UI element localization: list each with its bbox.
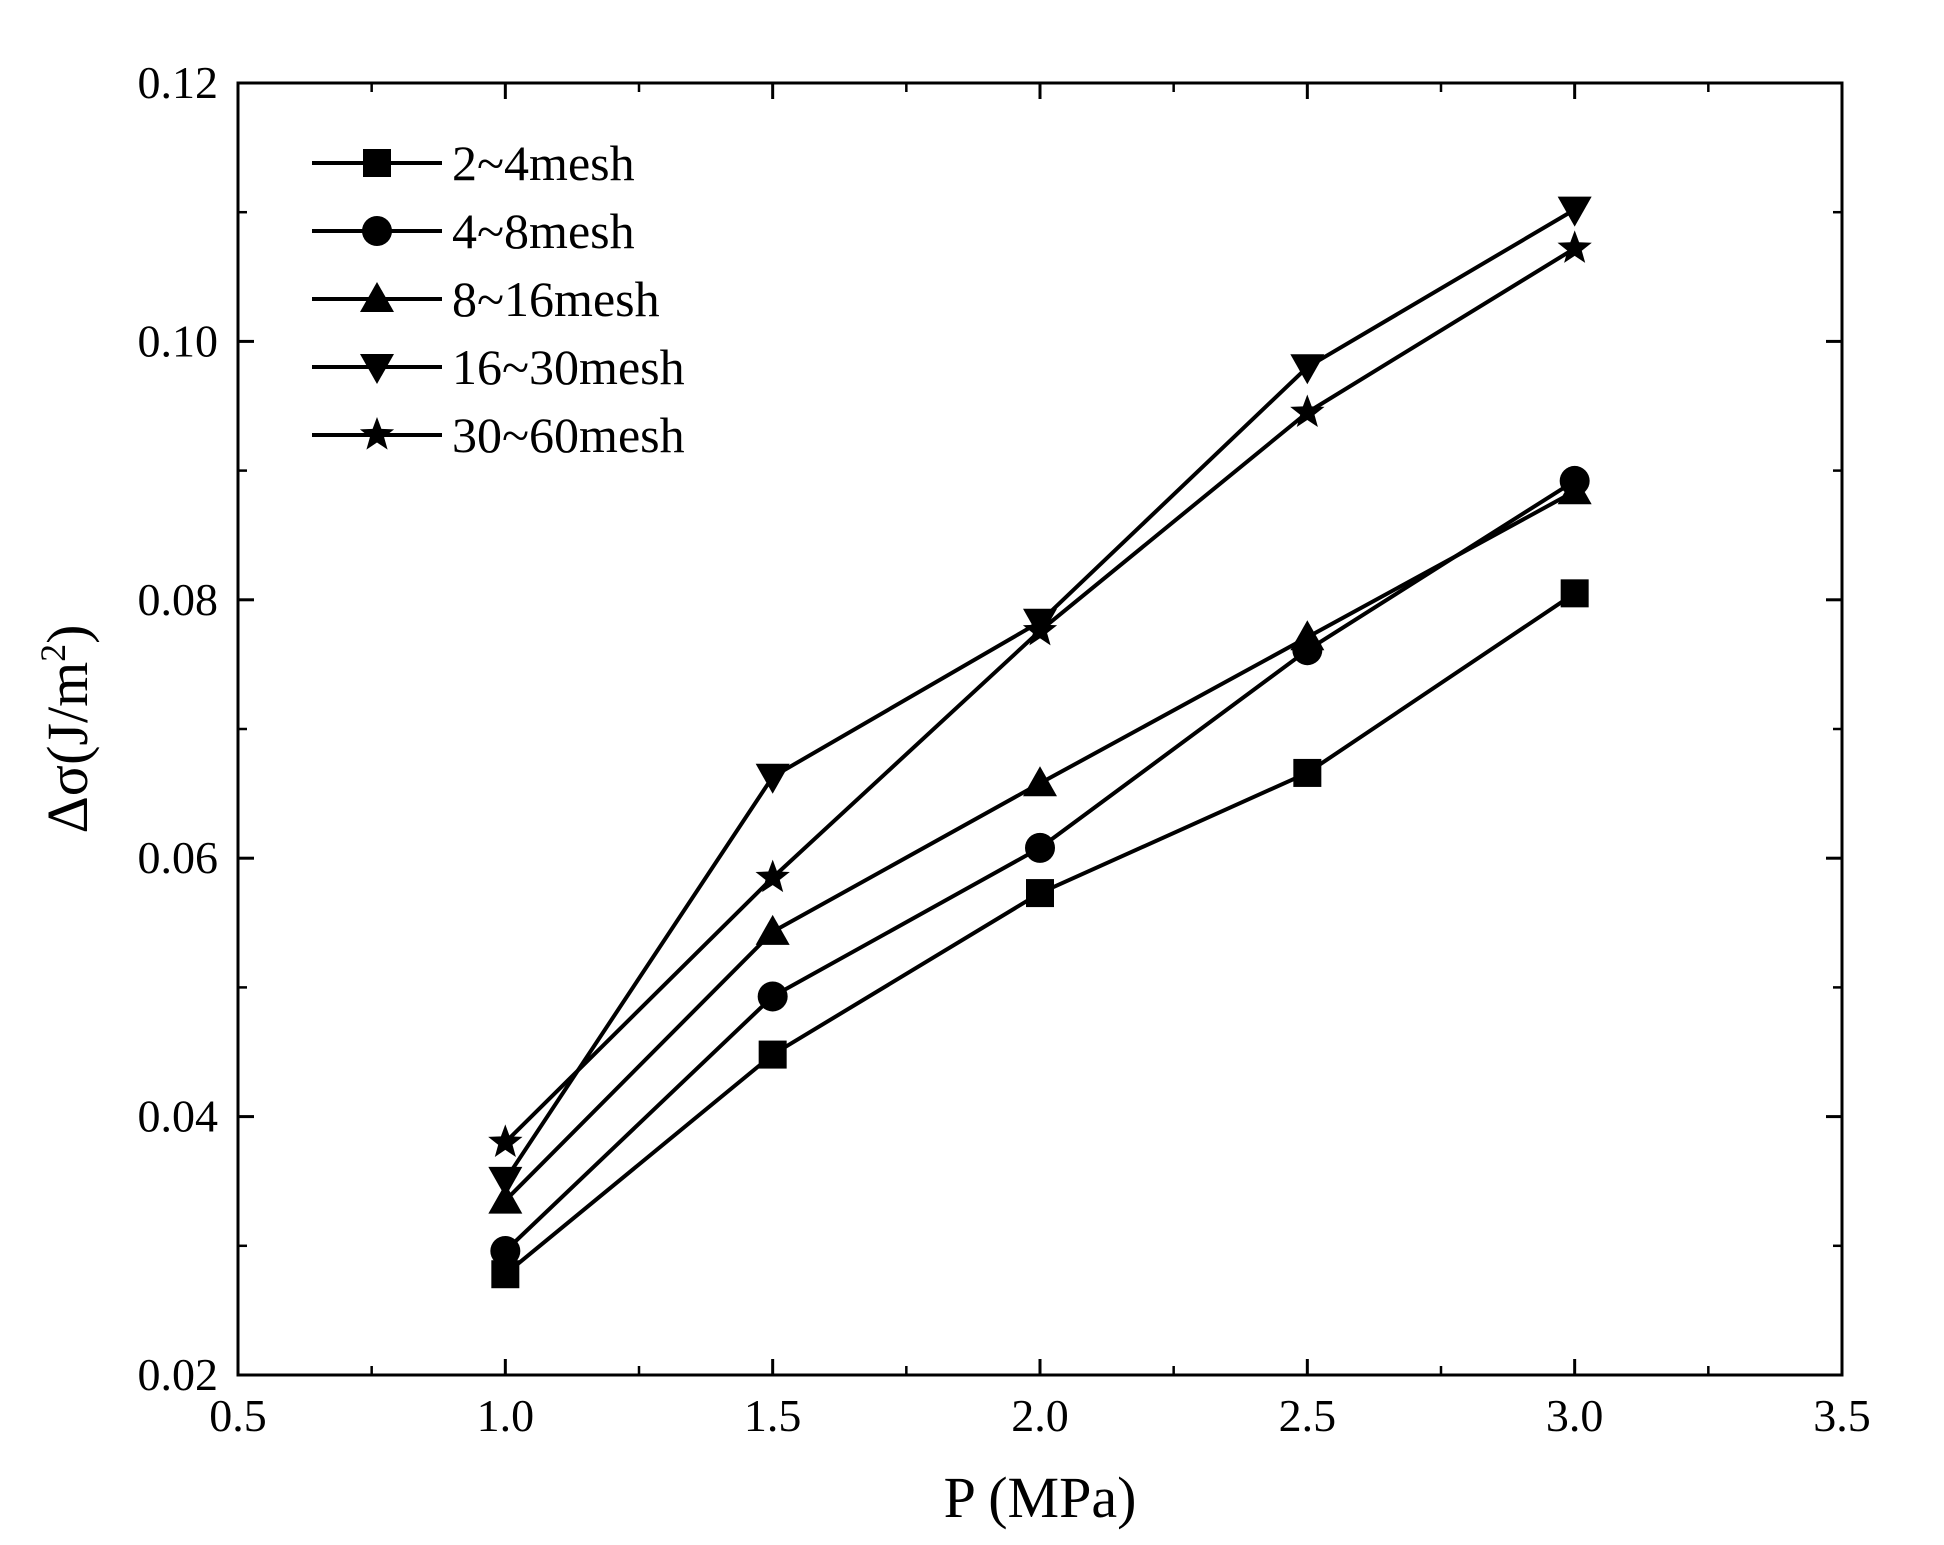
data-point xyxy=(1560,579,1589,608)
data-point xyxy=(1026,879,1054,908)
data-point xyxy=(1290,354,1325,385)
data-point xyxy=(488,1166,523,1197)
data-point xyxy=(1023,766,1057,797)
data-point xyxy=(1557,196,1592,227)
data-point xyxy=(755,914,790,945)
plot-area-frame xyxy=(236,81,1844,1377)
x-axis-title: P (MPa) xyxy=(944,1465,1137,1530)
legend-marker xyxy=(363,149,391,177)
x-tick-label: 2.5 xyxy=(1279,1390,1337,1441)
x-axis: 0.5 1.0 1.5 2.0 2.5 3.0 3.5 xyxy=(209,83,1871,1441)
legend-marker xyxy=(362,216,392,246)
series-8-16mesh xyxy=(488,474,1592,1214)
legend-item: 8~16mesh xyxy=(312,271,660,327)
data-point xyxy=(757,981,788,1012)
legend-item: 30~60mesh xyxy=(312,407,685,463)
data-point xyxy=(1025,832,1055,863)
legend-label: 16~30mesh xyxy=(452,339,685,395)
data-point xyxy=(1022,612,1058,646)
y-axis-title-main: Δσ(J/m xyxy=(35,662,100,834)
data-point xyxy=(755,859,790,893)
y-axis-title: Δσ(J/m2) xyxy=(33,624,100,833)
legend-marker xyxy=(359,417,395,450)
data-point xyxy=(1290,394,1325,427)
x-tick-label: 2.0 xyxy=(1011,1390,1069,1441)
data-point xyxy=(1293,758,1322,787)
data-point xyxy=(490,1235,521,1266)
data-point xyxy=(488,1183,523,1214)
y-tick-label: 0.10 xyxy=(138,315,219,366)
y-tick-label: 0.08 xyxy=(138,574,219,625)
series-2-4mesh xyxy=(491,579,1589,1289)
x-tick-label: 0.5 xyxy=(209,1390,267,1441)
series-30-60mesh xyxy=(488,230,1592,1157)
legend-label: 8~16mesh xyxy=(452,271,660,327)
y-tick-label: 0.12 xyxy=(138,57,219,108)
y-axis: 0.02 0.04 0.06 0.08 0.10 0.12 xyxy=(138,57,1842,1400)
data-point xyxy=(758,1040,787,1069)
legend-label: 2~4mesh xyxy=(452,135,635,191)
legend-label: 30~60mesh xyxy=(452,407,685,463)
y-axis-title-close: ) xyxy=(35,624,100,643)
x-tick-label: 3.0 xyxy=(1546,1390,1604,1441)
data-point xyxy=(488,1124,523,1157)
data-point xyxy=(1557,474,1592,505)
legend-marker xyxy=(360,282,394,312)
x-tick-label: 1.0 xyxy=(477,1390,535,1441)
legend-label: 4~8mesh xyxy=(452,203,635,259)
data-point xyxy=(755,763,790,794)
legend-item: 16~30mesh xyxy=(312,339,685,395)
series-4-8mesh xyxy=(490,465,1590,1266)
y-tick-label: 0.04 xyxy=(138,1091,219,1142)
y-axis-title-superscript: 2 xyxy=(33,644,73,662)
y-tick-label: 0.02 xyxy=(138,1349,219,1400)
legend: 2~4mesh 4~8mesh 8~16mesh 16~30mesh 30~60mesh xyxy=(312,135,685,463)
legend-item: 4~8mesh xyxy=(312,203,635,259)
x-tick-label: 3.5 xyxy=(1813,1390,1871,1441)
y-tick-label: 0.06 xyxy=(138,832,219,883)
data-point xyxy=(1557,230,1592,263)
x-tick-label: 1.5 xyxy=(744,1390,802,1441)
series-layer xyxy=(488,196,1592,1289)
legend-marker xyxy=(360,354,394,384)
data-point xyxy=(1290,620,1325,651)
legend-item: 2~4mesh xyxy=(312,135,635,191)
